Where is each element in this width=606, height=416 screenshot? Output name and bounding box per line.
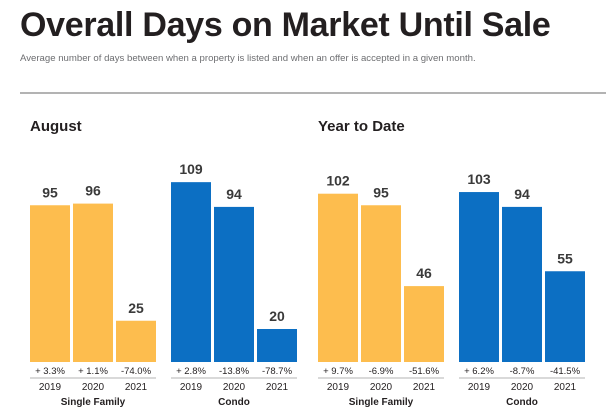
- x-tick-label: 2020: [370, 382, 393, 393]
- data-label: 46: [416, 265, 432, 281]
- x-tick-label: 2021: [125, 382, 148, 393]
- page-title: Overall Days on Market Until Sale: [20, 6, 551, 44]
- change-label: + 6.2%: [464, 366, 494, 377]
- data-label: 55: [557, 250, 573, 266]
- group-label: Single Family: [349, 397, 414, 408]
- bar: [73, 203, 113, 362]
- data-label: 95: [373, 184, 389, 200]
- data-label: 102: [326, 173, 350, 189]
- data-label: 20: [269, 308, 285, 324]
- change-label: -51.6%: [409, 366, 440, 377]
- data-label: 25: [128, 300, 144, 316]
- x-tick-label: 2019: [327, 382, 350, 393]
- x-tick-label: 2019: [180, 382, 203, 393]
- group-label: Condo: [506, 397, 538, 408]
- bar: [214, 206, 254, 362]
- x-tick-label: 2021: [266, 382, 289, 393]
- x-tick-label: 2021: [554, 382, 577, 393]
- bar: [404, 286, 444, 362]
- x-tick-label: 2019: [39, 382, 62, 393]
- panel-title-year-to-date: Year to Date: [318, 118, 405, 135]
- bar: [459, 192, 499, 362]
- change-label: -8.7%: [510, 366, 535, 377]
- data-label: 96: [85, 183, 101, 199]
- x-tick-label: 2021: [413, 382, 436, 393]
- change-label: + 2.8%: [176, 366, 206, 377]
- data-label: 109: [179, 161, 203, 177]
- bar: [361, 205, 401, 362]
- bar: [318, 193, 358, 362]
- data-label: 94: [226, 186, 242, 202]
- x-tick-label: 2019: [468, 382, 491, 393]
- x-tick-label: 2020: [223, 382, 246, 393]
- bar: [257, 329, 297, 362]
- group-label: Condo: [218, 397, 250, 408]
- bar: [502, 206, 542, 362]
- change-label: -74.0%: [121, 366, 152, 377]
- x-tick-label: 2020: [82, 382, 105, 393]
- data-label: 95: [42, 184, 58, 200]
- page-subtitle: Average number of days between when a pr…: [20, 53, 476, 64]
- header-divider: [20, 92, 606, 94]
- change-label: + 9.7%: [323, 366, 353, 377]
- bar: [116, 320, 156, 362]
- change-label: -13.8%: [219, 366, 250, 377]
- change-label: -6.9%: [369, 366, 394, 377]
- bar: [545, 271, 585, 362]
- group-label: Single Family: [61, 397, 126, 408]
- change-label: + 1.1%: [78, 366, 108, 377]
- panel-title-august: August: [30, 118, 82, 135]
- change-label: + 3.3%: [35, 366, 65, 377]
- change-label: -78.7%: [262, 366, 293, 377]
- x-tick-label: 2020: [511, 382, 534, 393]
- change-label: -41.5%: [550, 366, 581, 377]
- data-label: 94: [514, 186, 530, 202]
- data-label: 103: [467, 171, 491, 187]
- bar: [30, 205, 70, 362]
- bar: [171, 182, 211, 362]
